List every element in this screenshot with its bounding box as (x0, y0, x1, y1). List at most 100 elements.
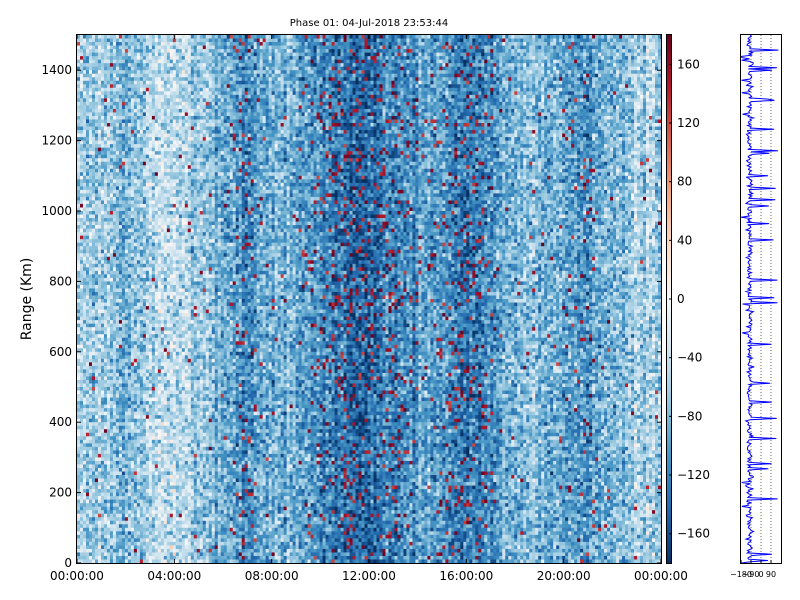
heatmap-cell (80, 148, 83, 152)
heatmap-cell (83, 394, 86, 398)
heatmap-cell (95, 440, 98, 444)
heatmap-cell (77, 405, 80, 409)
heatmap-cell (98, 468, 101, 472)
heatmap-cell (80, 236, 83, 240)
heatmap-cell (86, 521, 89, 525)
heatmap-cell (98, 215, 101, 219)
heatmap-cell (77, 493, 80, 497)
heatmap-cell (95, 542, 98, 546)
heatmap-cell (83, 155, 86, 159)
heatmap-cell (86, 77, 89, 81)
heatmap-cell (86, 267, 89, 271)
heatmap-cell (98, 373, 101, 377)
heatmap-cell (89, 84, 92, 88)
heatmap-cell (80, 95, 83, 99)
heatmap-cell (98, 422, 101, 426)
heatmap-cell (89, 383, 92, 387)
heatmap-cell (86, 535, 89, 539)
heatmap-cell (95, 468, 98, 472)
heatmap-cell (77, 345, 80, 349)
heatmap-cell (95, 538, 98, 542)
heatmap-cell (80, 538, 83, 542)
heatmap-cell (95, 53, 98, 57)
heatmap-cell (98, 398, 101, 402)
heatmap-cell (77, 225, 80, 229)
heatmap-cell (77, 542, 80, 546)
heatmap-cell (98, 60, 101, 64)
heatmap-cell (89, 489, 92, 493)
heatmap-cell (83, 373, 86, 377)
heatmap-cell (80, 186, 83, 190)
heatmap-cell (92, 274, 95, 278)
heatmap-cell (95, 141, 98, 145)
heatmap-cell (98, 91, 101, 95)
heatmap-cell (77, 352, 80, 356)
heatmap-cell (86, 215, 89, 219)
heatmap-cell (77, 454, 80, 458)
heatmap-cell (95, 88, 98, 92)
heatmap-cell (80, 127, 83, 131)
heatmap-cell (95, 158, 98, 162)
heatmap-cell (77, 538, 80, 542)
heatmap-cell (95, 222, 98, 226)
heatmap-cell (89, 123, 92, 127)
heatmap-cell (80, 352, 83, 356)
heatmap-cell (83, 429, 86, 433)
heatmap-cell (92, 559, 95, 563)
heatmap-cell (86, 471, 89, 475)
heatmap-cell (89, 60, 92, 64)
heatmap-cell (98, 507, 101, 511)
heatmap-cell (95, 56, 98, 60)
heatmap-cell (89, 486, 92, 490)
heatmap-cell (77, 549, 80, 553)
heatmap-cell (98, 67, 101, 71)
heatmap-cell (98, 211, 101, 215)
heatmap-cell (80, 450, 83, 454)
heatmap-cell (89, 109, 92, 113)
heatmap-cell (98, 426, 101, 430)
heatmap-cell (86, 123, 89, 127)
heatmap-cell (92, 419, 95, 423)
heatmap-cell (92, 401, 95, 405)
heatmap-cell (95, 345, 98, 349)
heatmap-cell (83, 338, 86, 342)
heatmap-cell (86, 134, 89, 138)
heatmap-cell (89, 49, 92, 53)
heatmap-cell (95, 479, 98, 483)
heatmap-cell (95, 253, 98, 257)
heatmap-cell (80, 426, 83, 430)
heatmap-cell (77, 482, 80, 486)
heatmap-cell (77, 376, 80, 380)
heatmap-cell (86, 310, 89, 314)
heatmap-cell (98, 405, 101, 409)
heatmap-cell (83, 49, 86, 53)
heatmap-cell (80, 229, 83, 233)
heatmap-cell (77, 218, 80, 222)
heatmap-cell (80, 260, 83, 264)
heatmap-cell (92, 496, 95, 500)
heatmap-cell (86, 56, 89, 60)
heatmap-cell (83, 105, 86, 109)
heatmap-cell (89, 482, 92, 486)
heatmap-cell (77, 496, 80, 500)
heatmap-cell (77, 88, 80, 92)
heatmap-cell (80, 422, 83, 426)
heatmap-cell (80, 320, 83, 324)
heatmap-cell (98, 271, 101, 275)
heatmap-cell (83, 436, 86, 440)
heatmap-cell (77, 186, 80, 190)
heatmap-cell (98, 225, 101, 229)
heatmap-cell (95, 123, 98, 127)
heatmap-cell (86, 49, 89, 53)
heatmap-cell (92, 405, 95, 409)
heatmap-cell (80, 60, 83, 64)
heatmap-cell (86, 338, 89, 342)
heatmap-cell (92, 278, 95, 282)
heatmap-cell (92, 236, 95, 240)
heatmap-cell (98, 348, 101, 352)
heatmap-cell (89, 119, 92, 123)
heatmap-cell (98, 116, 101, 120)
heatmap-cell (83, 158, 86, 162)
heatmap-cell (86, 387, 89, 391)
heatmap-cell (89, 531, 92, 535)
